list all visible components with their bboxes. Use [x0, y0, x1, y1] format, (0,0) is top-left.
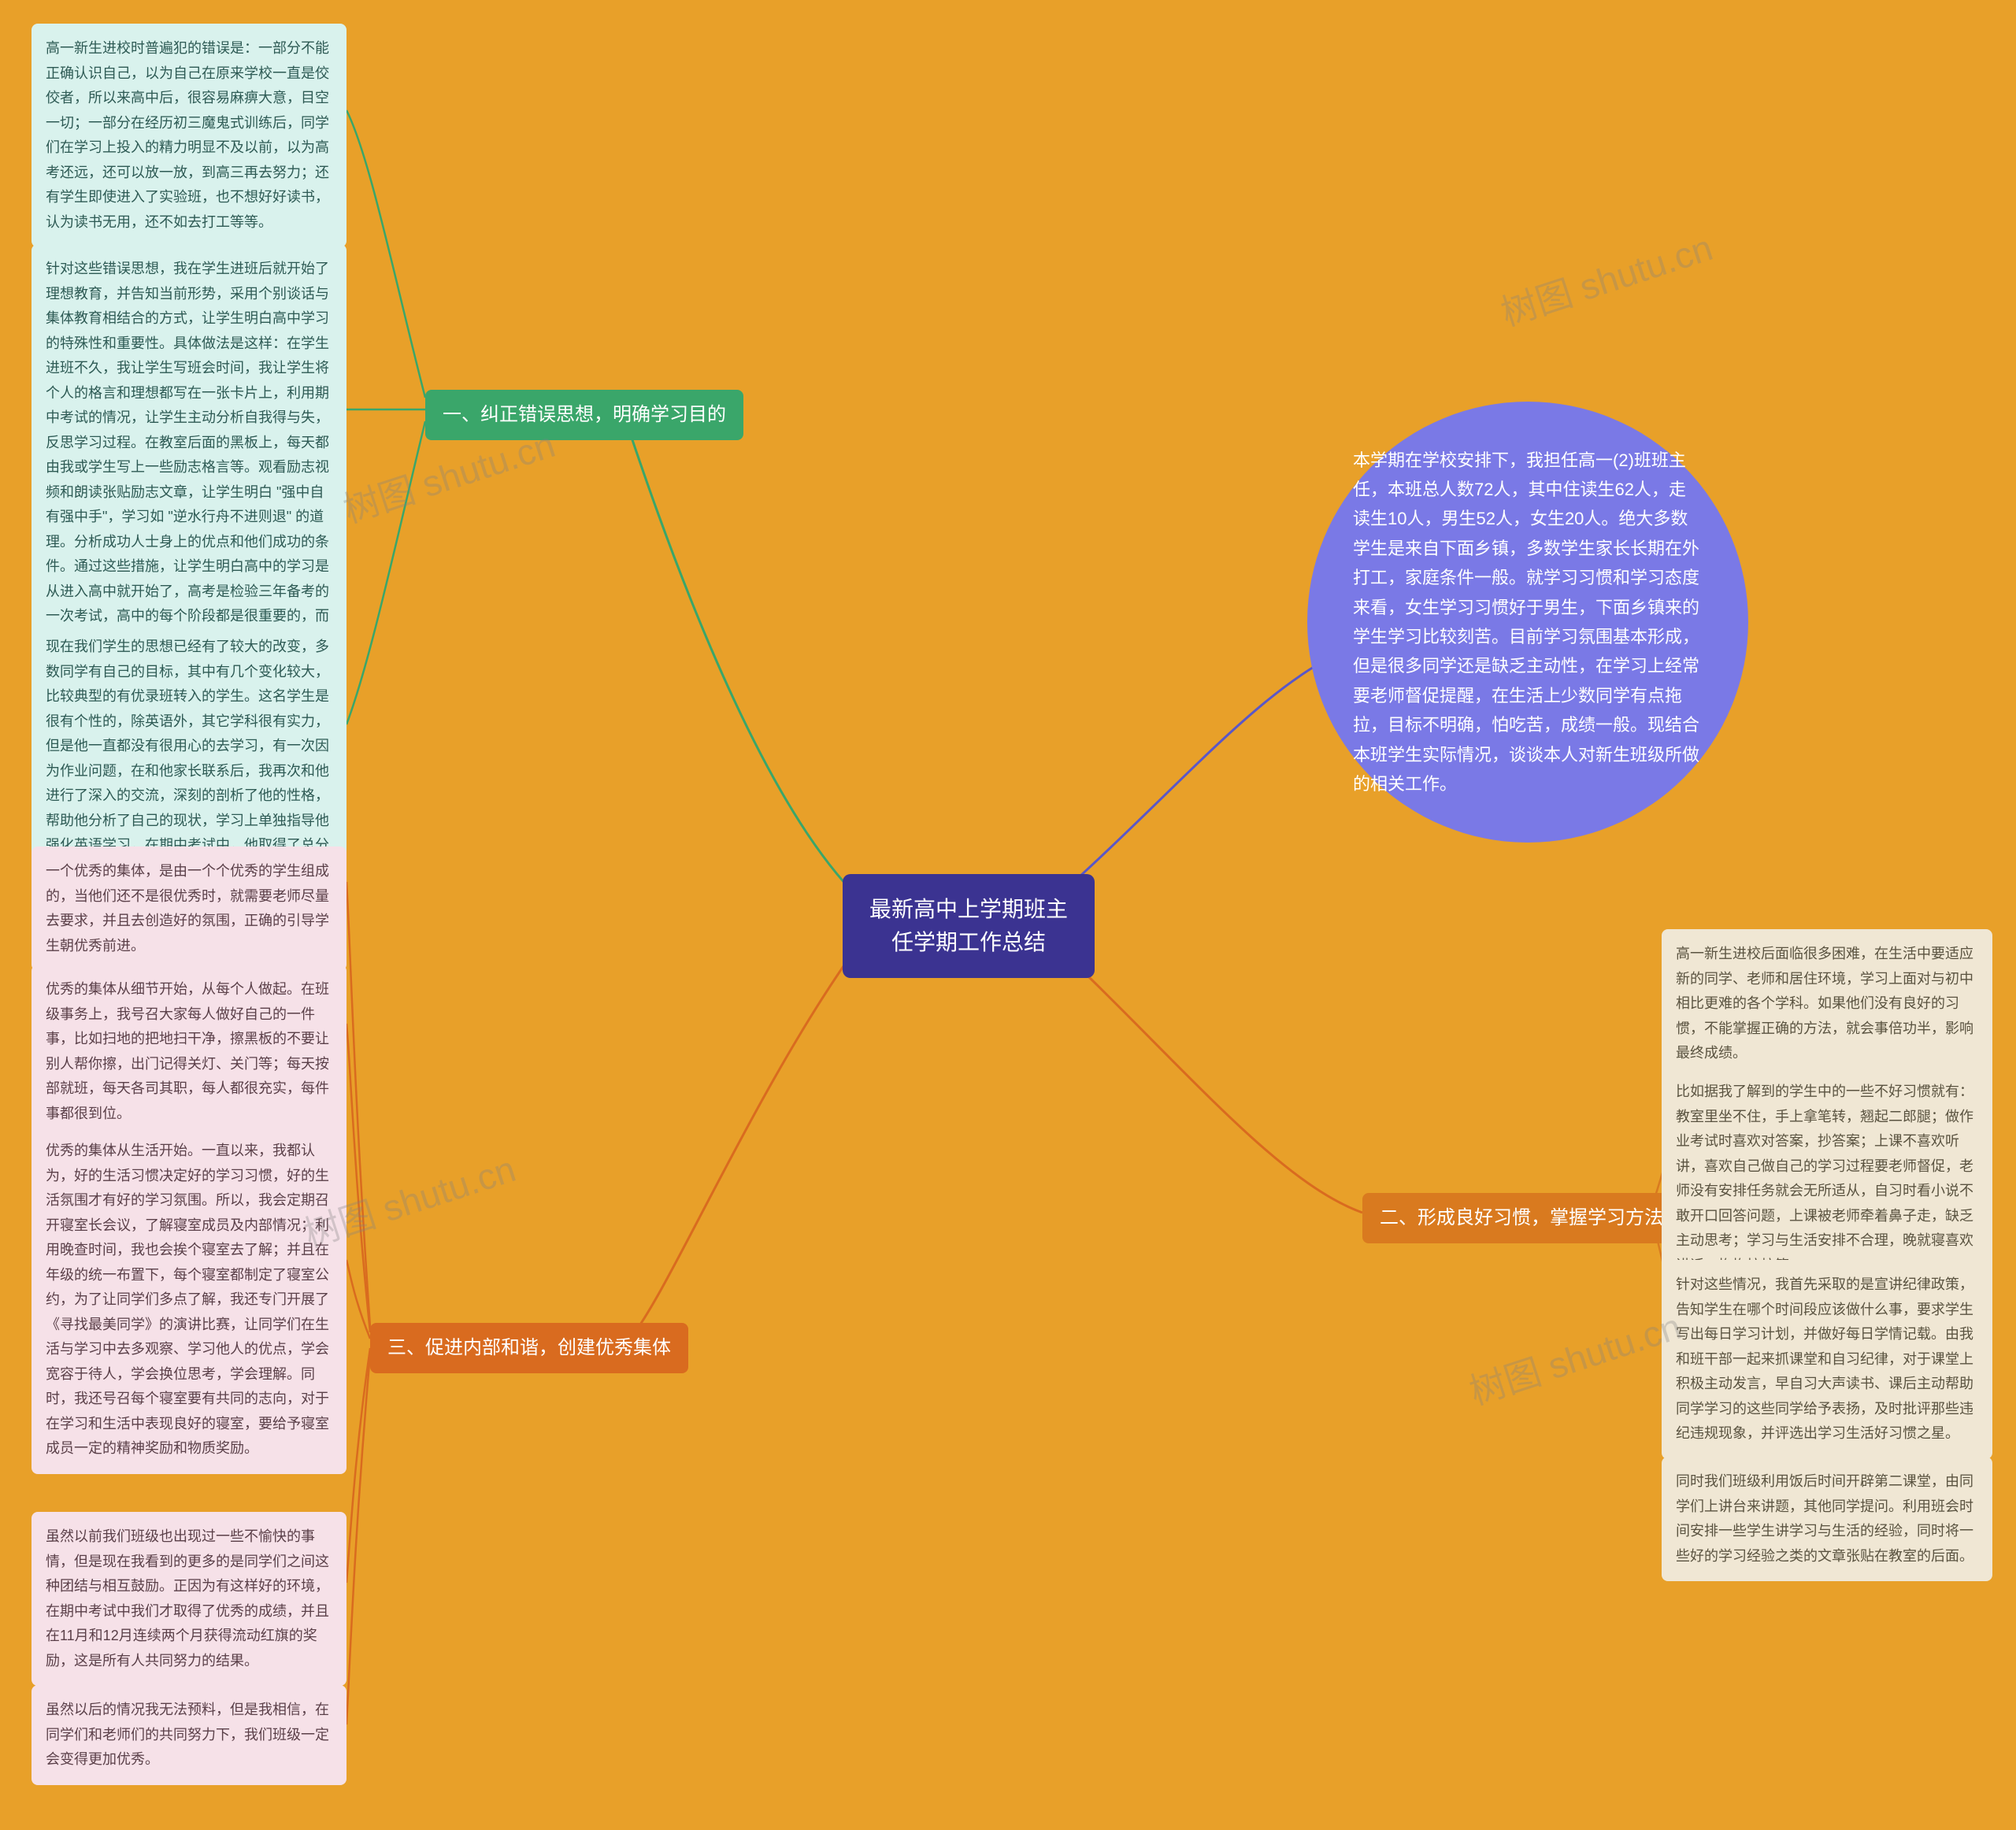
leaf-b3-4: 虽然以前我们班级也出现过一些不愉快的事情，但是现在我看到的更多的是同学们之间这种… [32, 1512, 346, 1686]
leaf-b2-2: 比如据我了解到的学生中的一些不好习惯就有：教室里坐不住，手上拿笔转，翘起二郎腿；… [1662, 1067, 1992, 1291]
leaf-b2-1: 高一新生进校后面临很多困难，在生活中要适应新的同学、老师和居住环境，学习上面对与… [1662, 929, 1992, 1079]
watermark: 树图 shutu.cn [1494, 220, 1718, 337]
branch-1-label: 一、纠正错误思想，明确学习目的 [443, 404, 726, 425]
branch-3: 三、促进内部和谐，创建优秀集体 [370, 1323, 688, 1373]
leaf-b2-4: 同时我们班级利用饭后时间开辟第二课堂，由同学们上讲台来讲题，其他同学提问。利用班… [1662, 1457, 1992, 1581]
branch-2: 二、形成良好习惯，掌握学习方法 [1362, 1193, 1681, 1243]
leaf-b3-5: 虽然以后的情况我无法预料，但是我相信，在同学们和老师们的共同努力下，我们班级一定… [32, 1685, 346, 1785]
leaf-b3-3: 优秀的集体从生活开始。一直以来，我都认为，好的生活习惯决定好的学习习惯，好的生活… [32, 1126, 346, 1474]
leaf-b2-3: 针对这些情况，我首先采取的是宣讲纪律政策，告知学生在哪个时间段应该做什么事，要求… [1662, 1260, 1992, 1459]
center-title-text: 最新高中上学期班主任学期工作总结 [869, 897, 1068, 954]
branch-2-label: 二、形成良好习惯，掌握学习方法 [1380, 1207, 1663, 1228]
leaf-b3-1: 一个优秀的集体，是由一个个优秀的学生组成的，当他们还不是很优秀时，就需要老师尽量… [32, 846, 346, 971]
center-title: 最新高中上学期班主任学期工作总结 [843, 874, 1095, 978]
branch-3-label: 三、促进内部和谐，创建优秀集体 [387, 1337, 671, 1358]
leaf-b1-1: 高一新生进校时普遍犯的错误是：一部分不能正确认识自己，以为自己在原来学校一直是佼… [32, 24, 346, 247]
summary-text: 本学期在学校安排下，我担任高一(2)班班主任，本班总人数72人，其中住读生62人… [1353, 446, 1703, 799]
watermark: 树图 shutu.cn [1462, 1298, 1687, 1416]
branch-1: 一、纠正错误思想，明确学习目的 [425, 390, 743, 440]
summary-node: 本学期在学校安排下，我担任高一(2)班班主任，本班总人数72人，其中住读生62人… [1307, 402, 1748, 843]
leaf-b3-2: 优秀的集体从细节开始，从每个人做起。在班级事务上，我号召大家每人做好自己的一件事… [32, 965, 346, 1139]
